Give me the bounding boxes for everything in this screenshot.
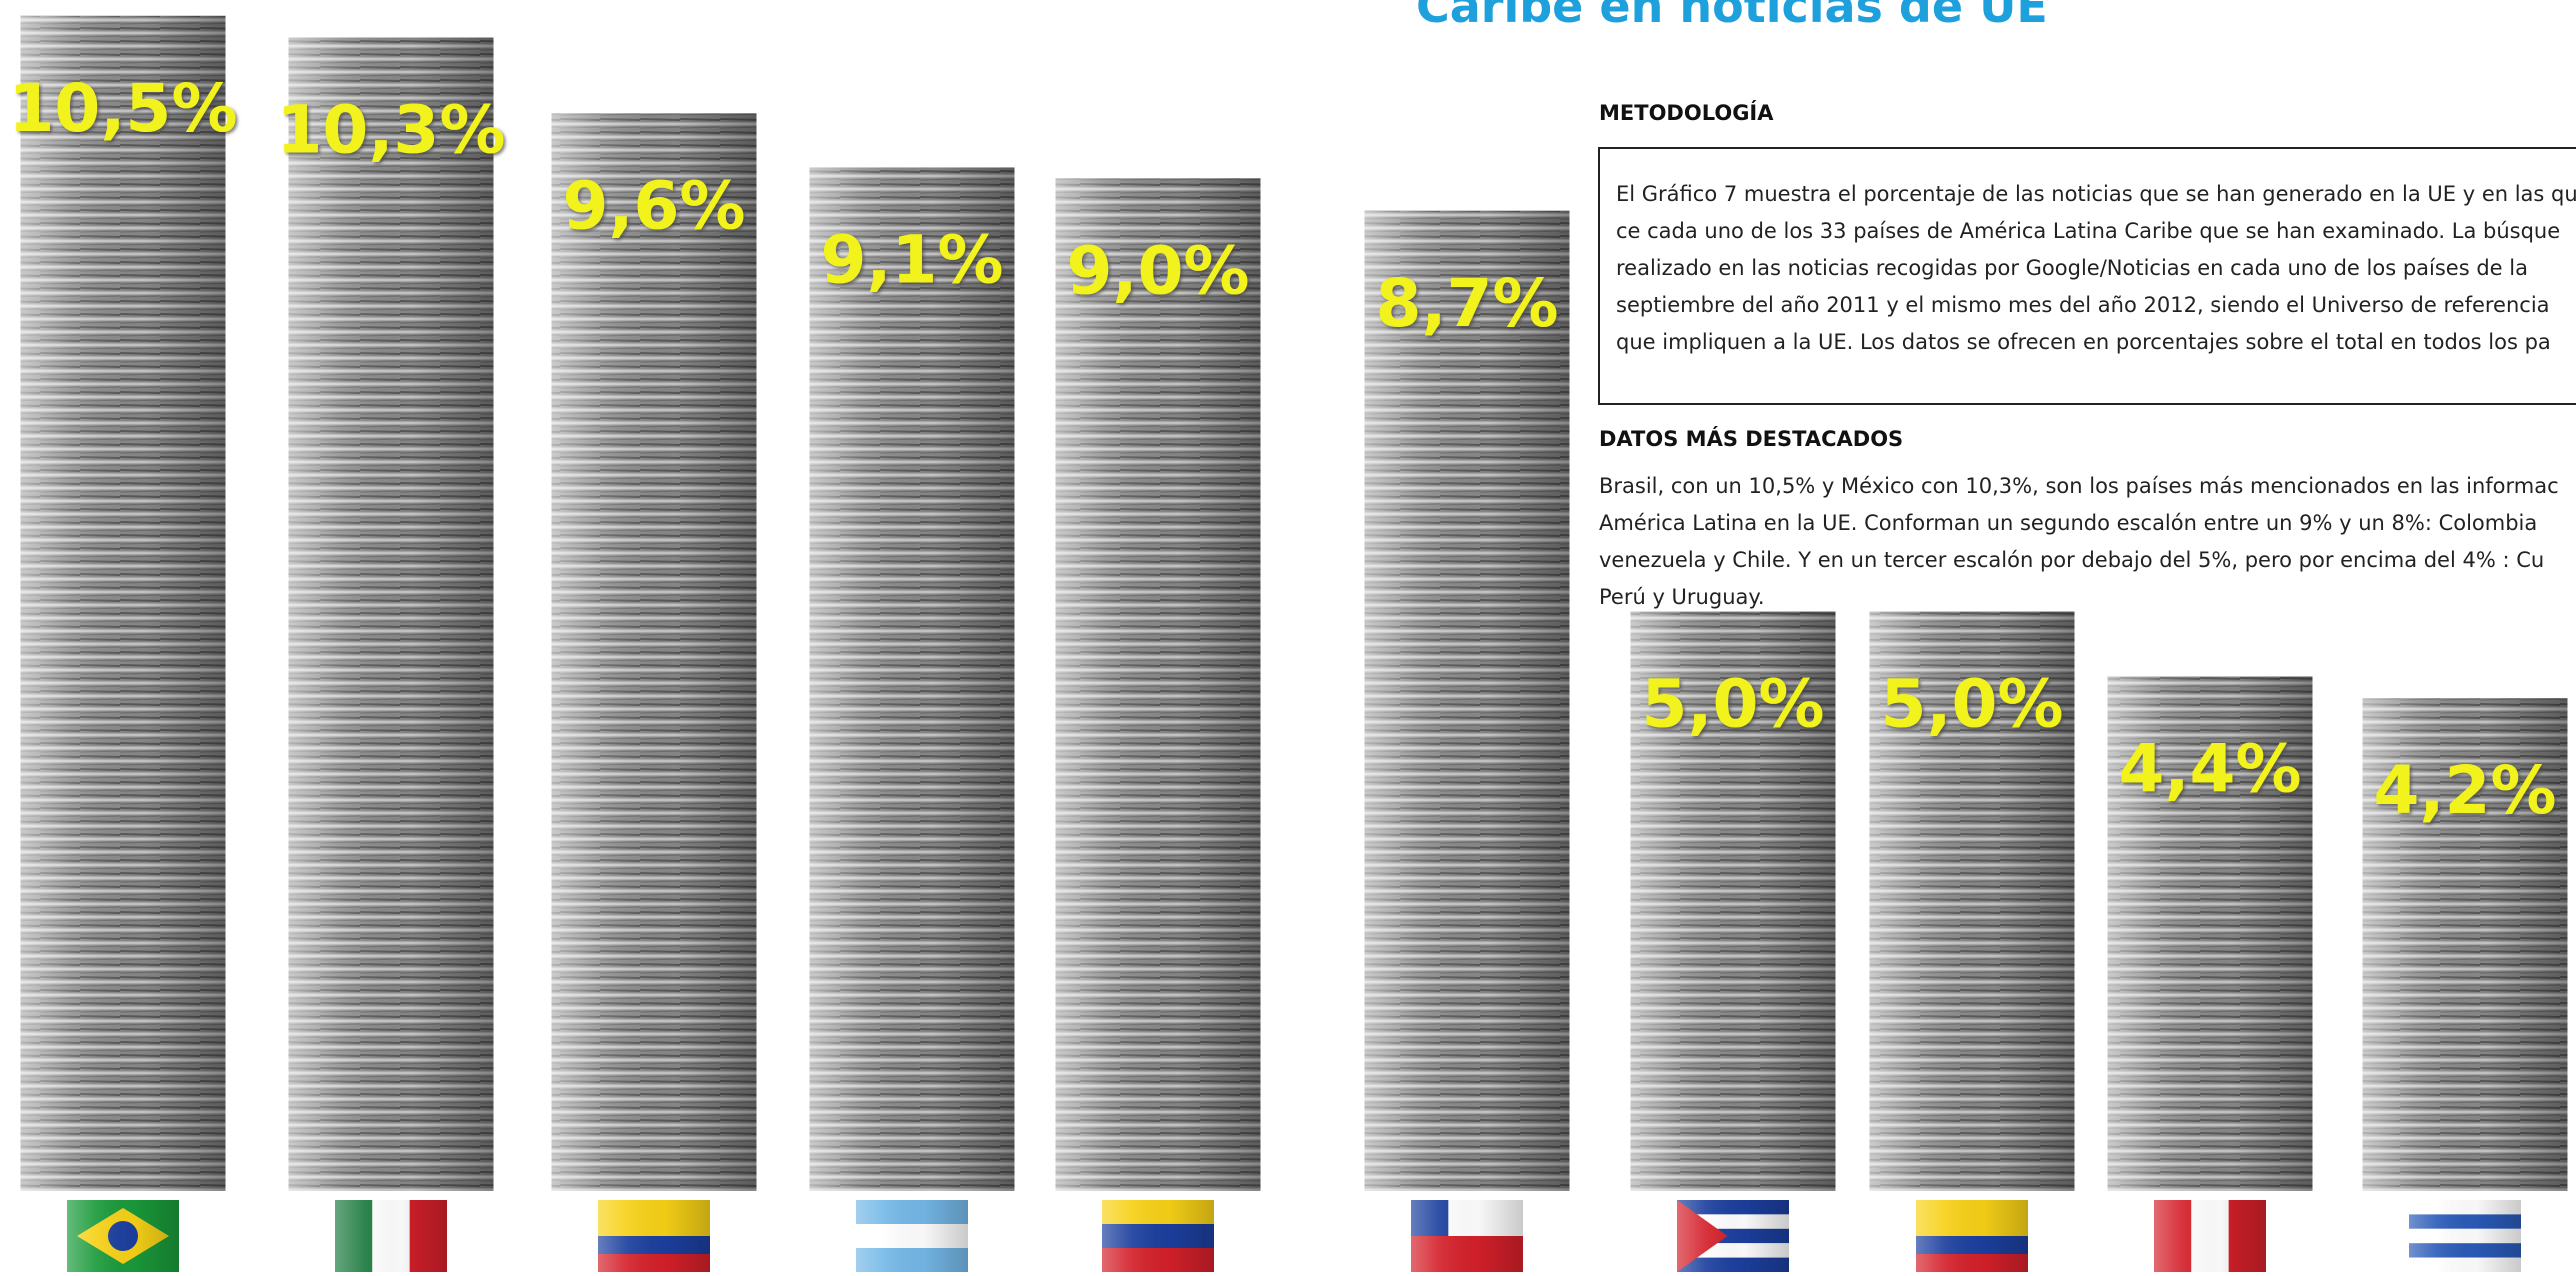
stack-shade: [1630, 611, 1836, 1191]
stack-shade: [1364, 210, 1570, 1192]
stack-shade: [288, 37, 494, 1191]
methodology-line: El Gráfico 7 muestra el porcentaje de la…: [1616, 182, 2576, 206]
flag-gloss: [67, 1200, 179, 1272]
highlights-heading: DATOS MÁS DESTACADOS: [1599, 426, 1903, 451]
flag: [598, 1200, 710, 1272]
stack-shade: [1869, 611, 2075, 1191]
methodology-line: ce cada uno de los 33 países de América …: [1616, 219, 2560, 243]
highlights-line: América Latina en la UE. Conforman un se…: [1599, 511, 2537, 535]
flag: [67, 1200, 179, 1272]
flag-gloss: [2409, 1200, 2521, 1272]
value-label: 4,2%: [2373, 752, 2556, 829]
methodology-line: que impliquen a la UE. Los datos se ofre…: [1616, 330, 2551, 354]
stack-shade: [809, 167, 1015, 1192]
value-label: 9,1%: [820, 221, 1003, 298]
methodology-heading: METODOLOGÍA: [1599, 100, 1774, 125]
flag: [1411, 1200, 1523, 1272]
methodology-box: [1598, 147, 2576, 405]
flag-gloss: [1102, 1200, 1214, 1272]
value-label: 10,3%: [277, 92, 506, 169]
highlights-line: venezuela y Chile. Y en un tercer escaló…: [1599, 548, 2544, 572]
flag: [1102, 1200, 1214, 1272]
flag-gloss: [598, 1200, 710, 1272]
flag-gloss: [1411, 1200, 1523, 1272]
flag-gloss: [856, 1200, 968, 1272]
value-label: 5,0%: [1641, 666, 1824, 743]
flag: [856, 1200, 968, 1272]
flag: [1677, 1200, 1789, 1272]
flag: [2154, 1200, 2266, 1272]
methodology-line: realizado en las noticias recogidas por …: [1616, 256, 2528, 280]
value-label: 9,6%: [562, 167, 745, 244]
flag-gloss: [1916, 1200, 2028, 1272]
highlights-line: Brasil, con un 10,5% y México con 10,3%,…: [1599, 474, 2559, 498]
value-label: 10,5%: [9, 70, 238, 147]
flag: [1916, 1200, 2028, 1272]
flag-gloss: [1677, 1200, 1789, 1272]
value-label: 9,0%: [1066, 232, 1249, 309]
value-label: 4,4%: [2118, 730, 2301, 807]
flag: [335, 1200, 447, 1272]
stacks: 10,5% 10,3% 9,6% 9,1% 9,0% 8,7% 5,0% 5,0% 4,4% 4,…: [9, 15, 2568, 1272]
flag: [2409, 1200, 2521, 1272]
title: Caribe en noticias de UE: [1416, 0, 2048, 33]
stack-shade: [551, 113, 757, 1192]
methodology-line: septiembre del año 2011 y el mismo mes d…: [1616, 293, 2550, 317]
highlights-line: Perú y Uruguay.: [1599, 585, 1765, 609]
value-label: 8,7%: [1375, 265, 1558, 342]
flag-gloss: [2154, 1200, 2266, 1272]
stack-shade: [1055, 178, 1261, 1192]
stack-shade: [20, 15, 226, 1192]
flag-gloss: [335, 1200, 447, 1272]
stack-shade: [2107, 676, 2313, 1191]
stack-shade: [2362, 698, 2568, 1191]
texts: El Gráfico 7 muestra el porcentaje de la…: [1599, 182, 2576, 609]
value-label: 5,0%: [1880, 666, 2063, 743]
